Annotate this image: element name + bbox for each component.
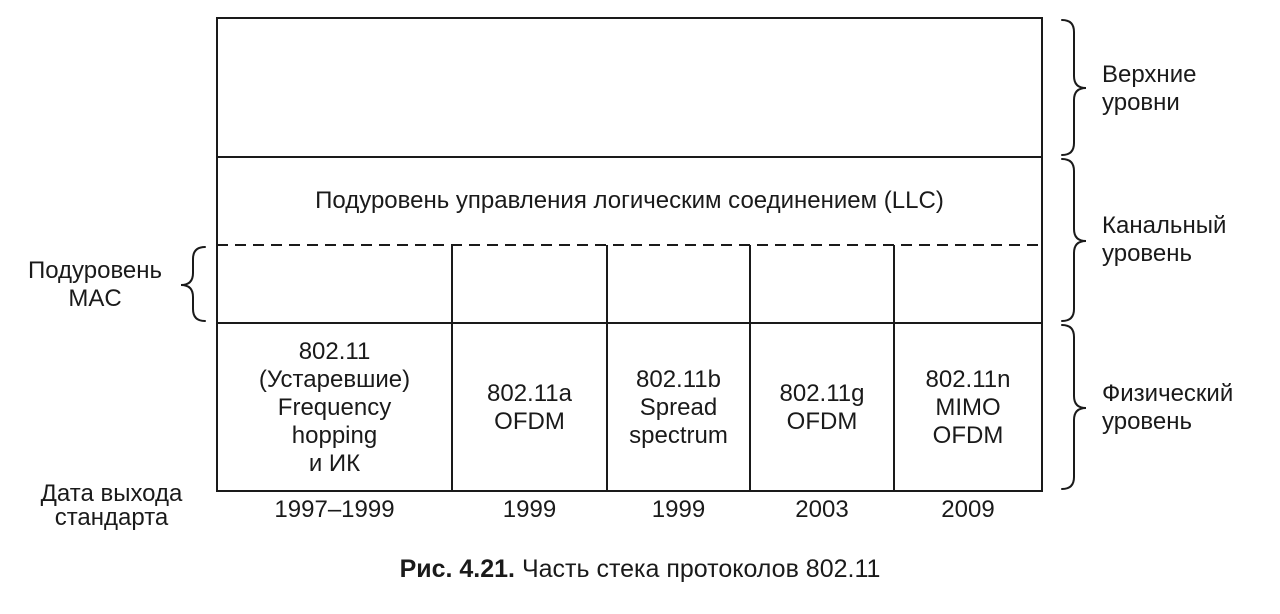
llc-sublayer-label: Подуровень управления логическим соедине… [315, 187, 944, 214]
brace-mac-sublayer [180, 246, 206, 322]
standard-cell-80211a: 802.11a OFDM [487, 379, 572, 435]
stack-outer-box [216, 17, 1043, 492]
year-80211g: 2003 [795, 496, 849, 523]
brace-physical-layer [1061, 324, 1087, 490]
standard-cell-80211n: 802.11n MIMO OFDM [925, 365, 1011, 449]
figure-caption: Рис. 4.21. Часть стека протоколов 802.11 [0, 554, 1280, 584]
standard-cell-80211-legacy: 802.11 (Устаревшие) Frequency hopping и … [258, 337, 411, 477]
mac-sublayer-label: Подуровень MAC [27, 257, 163, 312]
figure-title: Часть стека протоколов 802.11 [515, 555, 881, 583]
figure-number: Рис. 4.21. [399, 555, 516, 583]
standard-cell-80211b: 802.11b Spread spectrum [629, 365, 728, 449]
upper-layers-label: Верхние уровни [1102, 61, 1197, 116]
release-date-label: Дата выхода стандарта [40, 480, 183, 531]
year-80211-legacy: 1997–1999 [274, 496, 395, 523]
standard-cell-80211g: 802.11g OFDM [779, 379, 865, 435]
brace-data-link-layer [1061, 158, 1087, 322]
year-80211a: 1999 [502, 496, 557, 523]
year-80211b: 1999 [651, 496, 706, 523]
data-link-layer-label: Канальный уровень [1102, 212, 1227, 267]
year-80211n: 2009 [941, 496, 995, 523]
physical-layer-label: Физический уровень [1102, 380, 1234, 435]
brace-upper-layers [1061, 19, 1087, 156]
